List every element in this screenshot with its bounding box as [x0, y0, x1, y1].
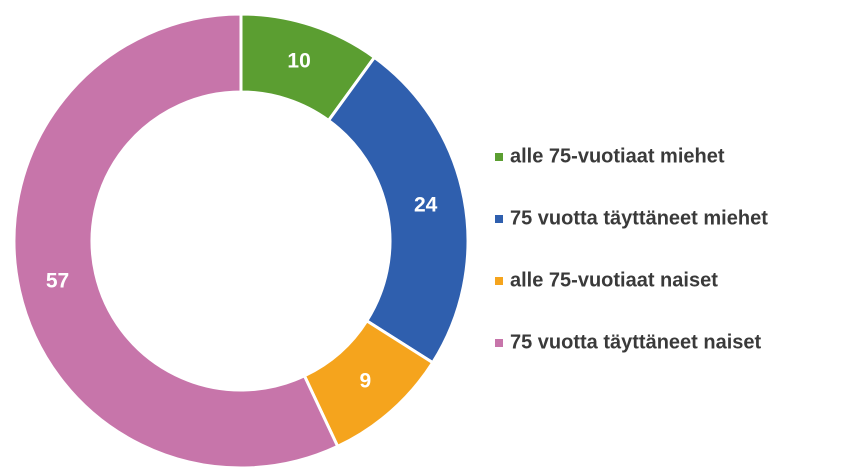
segment-label: 10: [287, 50, 310, 73]
segment-label: 24: [414, 193, 438, 216]
legend-label: 75 vuotta täyttäneet naiset: [510, 331, 762, 353]
legend-label: alle 75-vuotiaat naiset: [510, 269, 718, 291]
legend-swatch: [495, 215, 503, 223]
legend-label: 75 vuotta täyttäneet miehet: [510, 207, 768, 229]
legend-label: alle 75-vuotiaat miehet: [510, 145, 725, 167]
legend-swatch: [495, 153, 503, 161]
legend-swatch: [495, 277, 503, 285]
segment-label: 57: [46, 270, 69, 293]
segment-label: 9: [359, 370, 371, 393]
donut-segment: [12, 12, 340, 470]
donut-segment: [326, 55, 470, 365]
legend-swatch: [495, 339, 503, 347]
